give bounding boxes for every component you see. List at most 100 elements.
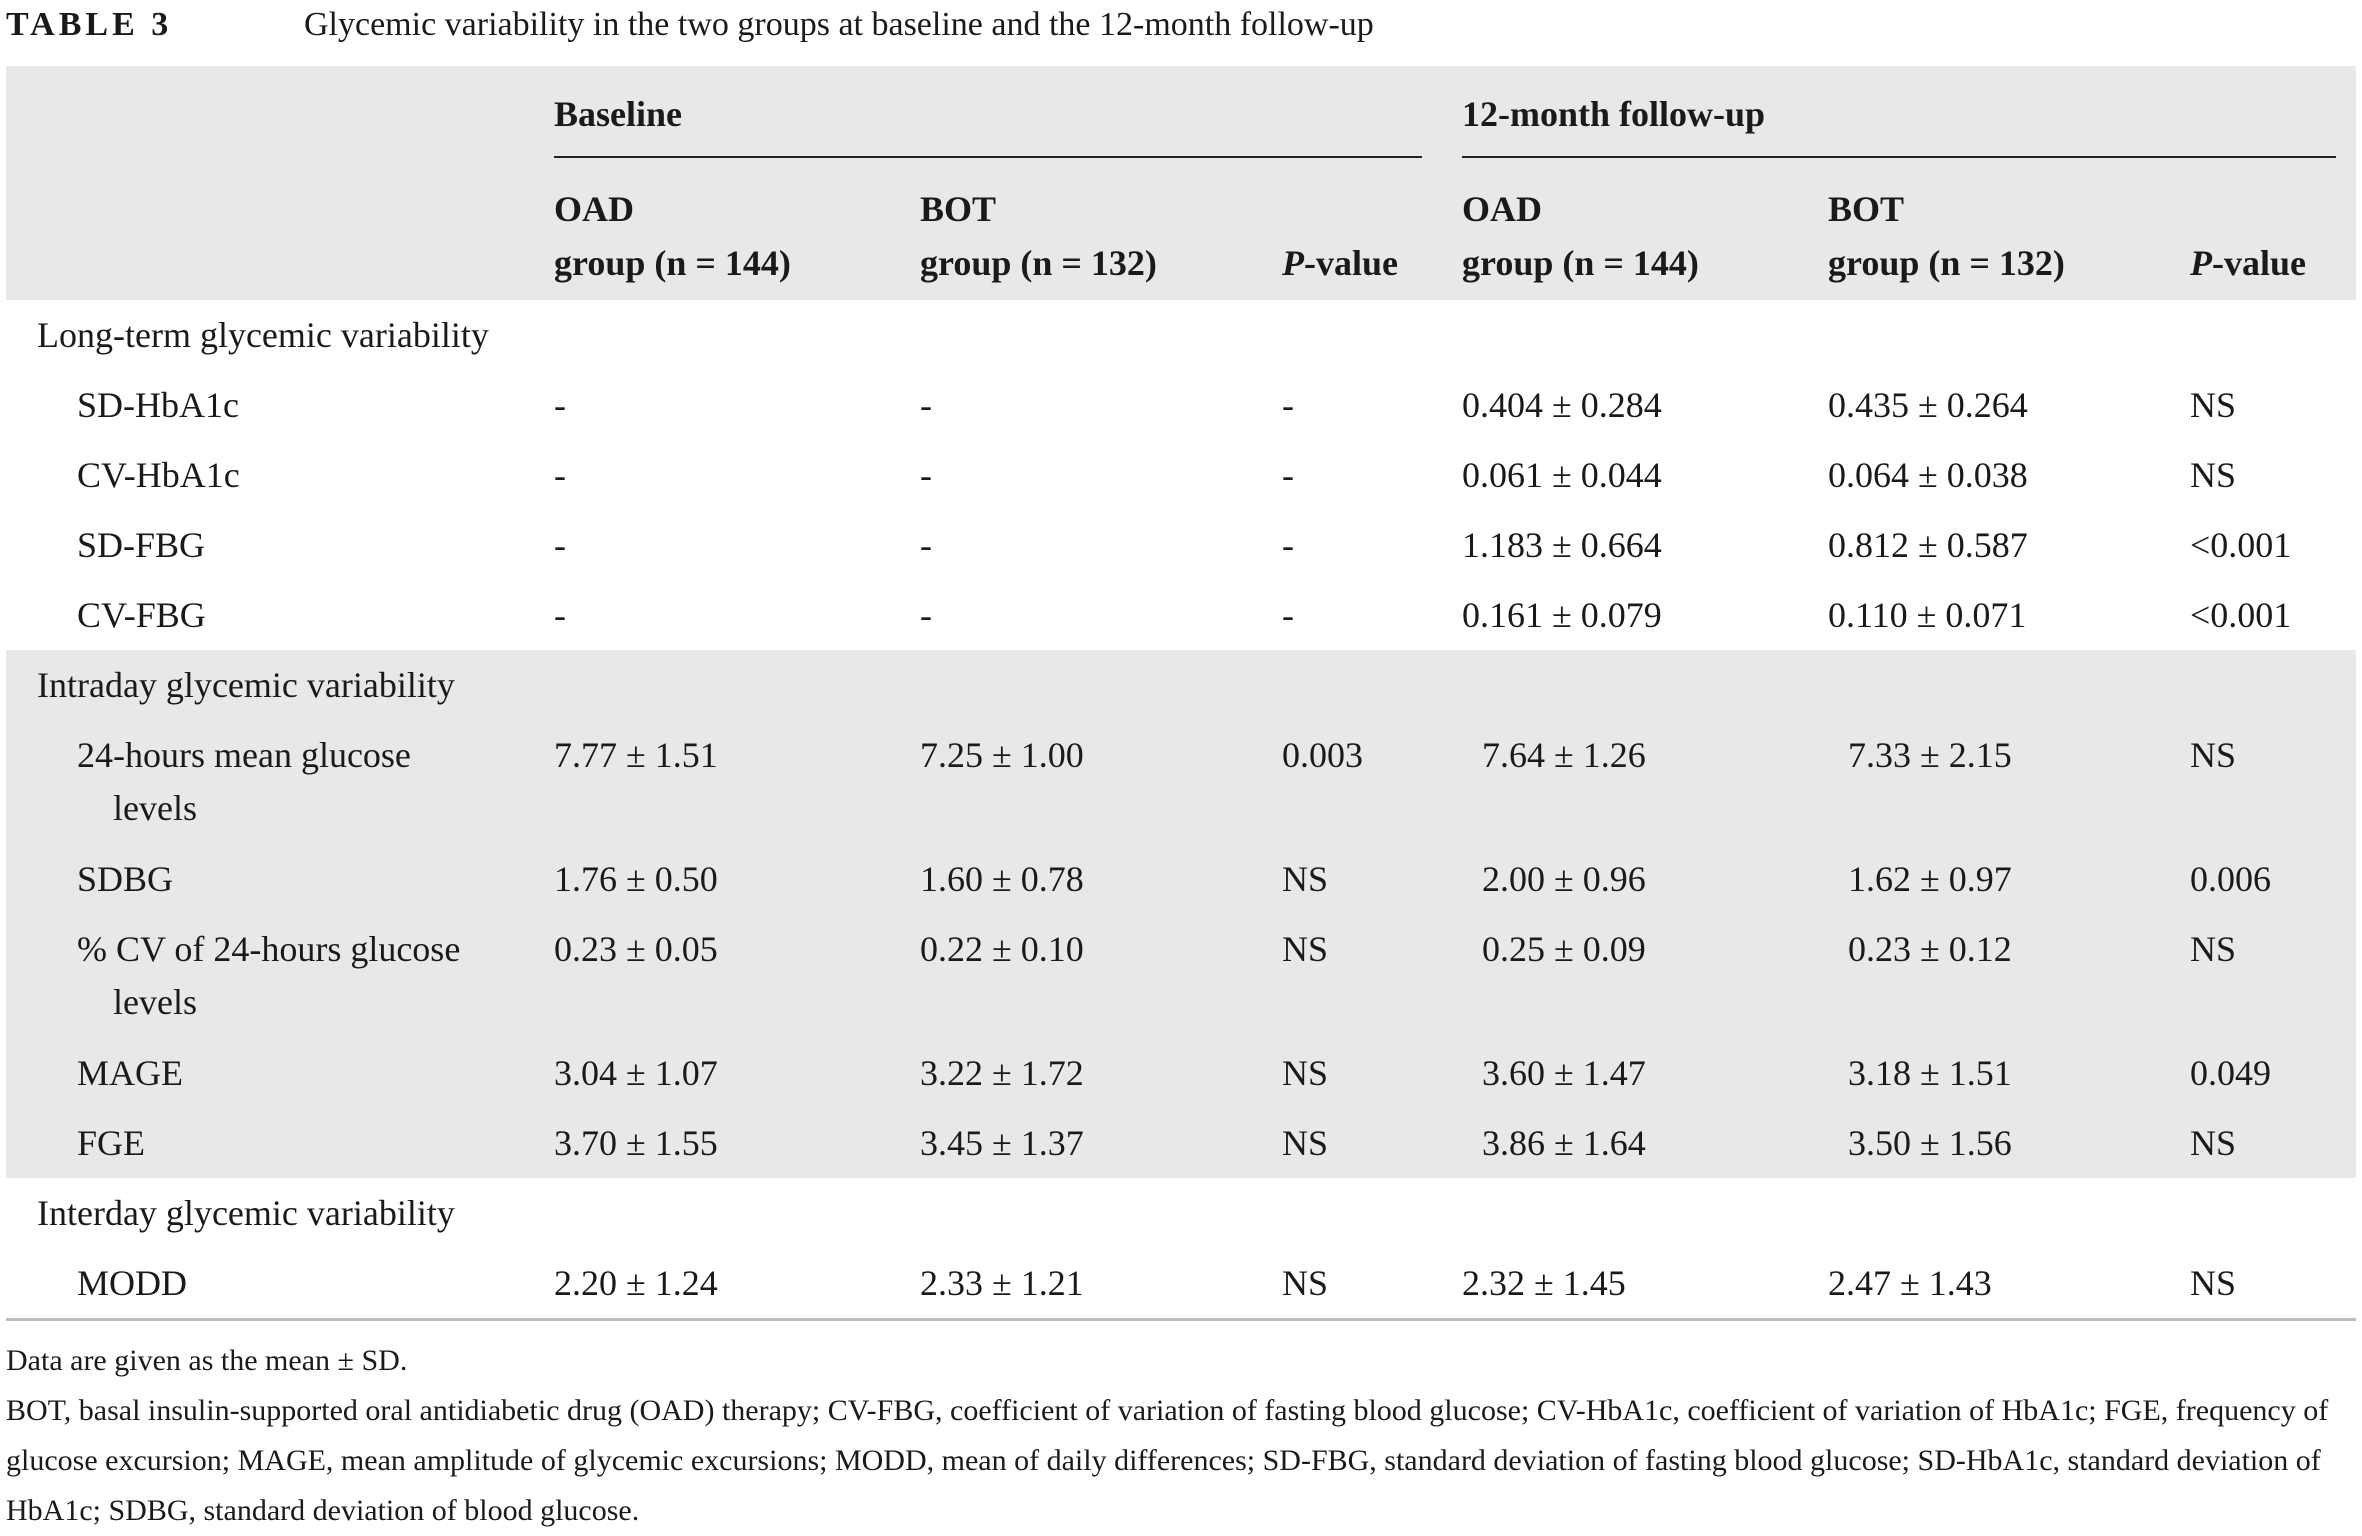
cell-f-p: 0.006: [2190, 844, 2357, 914]
header-row-groups: Baseline 12-month follow-up: [6, 66, 2357, 158]
cell-value: -: [554, 385, 566, 425]
cell-f-bot: 0.110 ± 0.071: [1828, 580, 2190, 650]
cell-value: 0.23 ± 0.05: [554, 929, 718, 969]
cell-value: 0.049: [2190, 1053, 2271, 1093]
cell-value: 1.183 ± 0.664: [1462, 525, 1662, 565]
cell-value: 0.161 ± 0.079: [1462, 595, 1662, 635]
cell-b-p: NS: [1282, 914, 1462, 1038]
table-container: Baseline 12-month follow-up OAD group (n…: [6, 66, 2357, 1321]
header-blank-2: [6, 158, 554, 300]
cell-b-bot: -: [920, 510, 1282, 580]
cell-value: 1.60 ± 0.78: [920, 859, 1084, 899]
cell-b-p: -: [1282, 370, 1462, 440]
cell-value: 0.064 ± 0.038: [1828, 455, 2028, 495]
cell-value: 0.22 ± 0.10: [920, 929, 1084, 969]
section-title-text: Intraday glycemic variability: [37, 665, 455, 705]
cell-f-p: NS: [2190, 1108, 2357, 1178]
cell-value: 3.86 ± 1.64: [1482, 1123, 1646, 1163]
cell-f-p: NS: [2190, 720, 2357, 844]
cell-b-bot: 3.22 ± 1.72: [920, 1038, 1282, 1108]
cell-f-bot: 3.18 ± 1.51: [1828, 1038, 2190, 1108]
cell-f-p: 0.049: [2190, 1038, 2357, 1108]
cell-f-p: <0.001: [2190, 580, 2356, 650]
cell-value: 0.435 ± 0.264: [1828, 385, 2028, 425]
table-row: MAGE 3.04 ± 1.07 3.22 ± 1.72 NS 3.60 ± 1.47 3…: [6, 1038, 2357, 1108]
row-label: % CV of 24-hours glucose levels: [6, 914, 554, 1038]
cell-value: 7.33 ± 2.15: [1848, 735, 2012, 775]
header-baseline-pvalue: P-value: [1282, 158, 1462, 300]
cell-value: <0.001: [2190, 595, 2292, 635]
header-bot-line1: BOT: [920, 189, 997, 229]
cell-value: NS: [2190, 1123, 2237, 1163]
section-row: Long-term glycemic variability: [6, 300, 2356, 370]
footnote-mean-sd: Data are given as the mean ± SD.: [6, 1344, 408, 1377]
header-group-followup-rule: [1462, 156, 2337, 158]
cell-value: -: [920, 385, 932, 425]
cell-value: -: [920, 595, 932, 635]
section-title: Intraday glycemic variability: [6, 650, 2357, 720]
glycemic-variability-table: Baseline 12-month follow-up OAD group (n…: [6, 66, 2357, 1321]
cell-b-p: NS: [1282, 1248, 1462, 1321]
cell-f-bot: 7.33 ± 2.15: [1828, 720, 2190, 844]
cell-f-oad: 2.00 ± 0.96: [1462, 844, 1828, 914]
row-label: FGE: [6, 1108, 554, 1178]
cell-f-oad: 0.404 ± 0.284: [1462, 370, 1828, 440]
cell-value: NS: [1282, 929, 1329, 969]
table-row: SD-HbA1c - - - 0.404 ± 0.284 0.435 ± 0.264 NS: [6, 370, 2356, 440]
header-bot-line2: group (n = 132): [920, 243, 1157, 283]
cell-f-bot: 0.812 ± 0.587: [1828, 510, 2190, 580]
cell-value: -: [1282, 385, 1294, 425]
cell-f-bot: 0.23 ± 0.12: [1828, 914, 2190, 1038]
row-label: SD-FBG: [6, 510, 554, 580]
row-label-text: SD-FBG: [77, 525, 206, 565]
header-group-baseline-label: Baseline: [554, 94, 683, 134]
cell-value: 3.70 ± 1.55: [554, 1123, 718, 1163]
cell-value: NS: [2190, 1263, 2237, 1303]
cell-f-p: NS: [2190, 914, 2357, 1038]
cell-b-oad: -: [554, 370, 920, 440]
cell-value: -: [554, 455, 566, 495]
table-row: CV-HbA1c - - - 0.061 ± 0.044 0.064 ± 0.038 NS: [6, 440, 2356, 510]
header-p-rest: -value: [2212, 243, 2306, 283]
table-header: Baseline 12-month follow-up OAD group (n…: [6, 66, 2357, 300]
cell-f-oad: 0.061 ± 0.044: [1462, 440, 1828, 510]
cell-value: 2.47 ± 1.43: [1828, 1263, 1992, 1303]
cell-f-bot: 0.435 ± 0.264: [1828, 370, 2190, 440]
row-label-text: % CV of 24-hours glucose: [77, 929, 461, 969]
table-caption: TABLE 3 Glycemic variability in the two …: [6, 0, 1374, 50]
header-baseline-oad: OAD group (n = 144): [554, 158, 920, 300]
cell-b-oad: -: [554, 580, 920, 650]
row-label-text: SD-HbA1c: [77, 385, 239, 425]
cell-value: -: [1282, 455, 1294, 495]
cell-value: 0.404 ± 0.284: [1462, 385, 1662, 425]
cell-value: -: [920, 455, 932, 495]
cell-value: NS: [2190, 929, 2237, 969]
header-followup-oad: OAD group (n = 144): [1462, 158, 1828, 300]
cell-b-oad: 2.20 ± 1.24: [554, 1248, 920, 1321]
cell-value: 3.45 ± 1.37: [920, 1123, 1084, 1163]
cell-f-p: <0.001: [2190, 510, 2356, 580]
header-bot-line1: BOT: [1828, 189, 1905, 229]
cell-b-p: -: [1282, 580, 1462, 650]
cell-value: -: [1282, 525, 1294, 565]
cell-value: <0.001: [2190, 525, 2292, 565]
cell-value: 0.23 ± 0.12: [1848, 929, 2012, 969]
cell-value: 0.061 ± 0.044: [1462, 455, 1662, 495]
cell-value: 0.25 ± 0.09: [1482, 929, 1646, 969]
cell-b-bot: 0.22 ± 0.10: [920, 914, 1282, 1038]
section-row: Intraday glycemic variability: [6, 650, 2357, 720]
header-p-italic: P: [1282, 243, 1304, 283]
cell-value: 3.18 ± 1.51: [1848, 1053, 2012, 1093]
section-title-text: Long-term glycemic variability: [37, 315, 489, 355]
cell-b-bot: 2.33 ± 1.21: [920, 1248, 1282, 1321]
row-label-text: CV-HbA1c: [77, 455, 240, 495]
cell-f-oad: 7.64 ± 1.26: [1462, 720, 1828, 844]
row-label: 24-hours mean glucose levels: [6, 720, 554, 844]
table-title: Glycemic variability in the two groups a…: [304, 6, 1374, 43]
cell-value: 2.20 ± 1.24: [554, 1263, 718, 1303]
row-label: CV-FBG: [6, 580, 554, 650]
header-group-baseline: Baseline: [554, 66, 1462, 158]
cell-f-oad: 1.183 ± 0.664: [1462, 510, 1828, 580]
row-label-text: 24-hours mean glucose: [77, 735, 411, 775]
cell-f-oad: 0.25 ± 0.09: [1462, 914, 1828, 1038]
